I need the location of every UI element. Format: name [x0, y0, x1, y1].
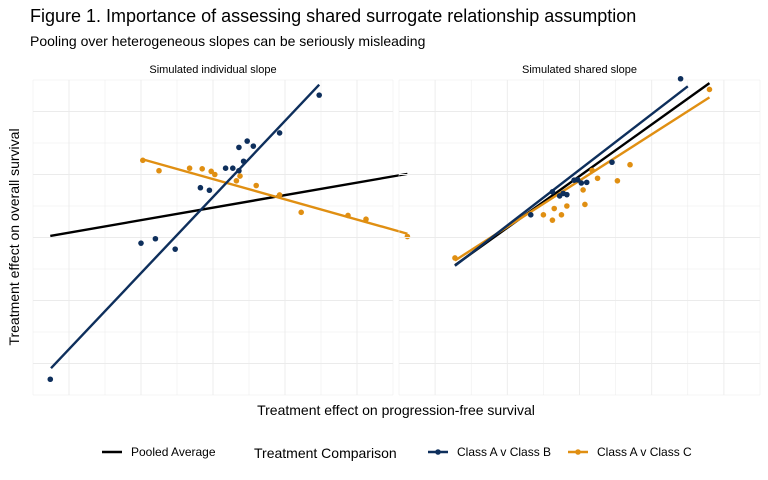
legend-title: Treatment Comparison: [254, 445, 397, 461]
point-class-a-v-class-c: [404, 233, 411, 240]
point-class-a-v-class-b: [250, 143, 257, 149]
point-class-a-v-class-c: [580, 187, 586, 193]
panel-1: Simulated individual slope: [32, 64, 411, 396]
point-class-a-v-class-c: [540, 212, 547, 218]
panel-title: Simulated shared slope: [522, 64, 637, 76]
point-class-a-v-class-b: [222, 165, 229, 171]
point-class-a-v-class-b: [197, 184, 204, 191]
point-class-a-v-class-c: [614, 178, 621, 184]
legend-label-pooled-average: Pooled Average: [131, 445, 216, 459]
y-axis-title: Treatment effect on overall survival: [6, 128, 22, 345]
point-class-a-v-class-b: [236, 144, 242, 151]
point-class-a-v-class-c: [589, 167, 595, 174]
point-class-a-v-class-b: [244, 138, 250, 144]
point-class-a-v-class-c: [156, 167, 162, 174]
point-class-a-v-class-b: [138, 240, 144, 246]
point-class-a-v-class-b: [527, 212, 534, 218]
x-axis-title: Treatment effect on progression-free sur…: [257, 402, 535, 418]
point-class-a-v-class-c: [627, 161, 633, 168]
point-class-a-v-class-b: [564, 191, 570, 198]
point-class-a-v-class-c: [345, 212, 351, 219]
legend-label-class-c: Class A v Class C: [597, 445, 692, 459]
point-class-a-v-class-b: [206, 187, 213, 194]
point-class-a-v-class-c: [212, 171, 218, 178]
legend: Pooled Average Treatment Comparison Clas…: [102, 445, 692, 461]
point-class-a-v-class-c: [199, 166, 205, 172]
point-class-a-v-class-c: [558, 212, 565, 218]
point-class-a-v-class-b: [236, 167, 242, 174]
point-class-a-v-class-b: [230, 165, 236, 171]
point-class-a-v-class-b: [276, 130, 283, 136]
point-class-a-v-class-c: [276, 192, 283, 198]
panel-2: Simulated shared slope: [398, 64, 761, 396]
point-class-a-v-class-c: [208, 168, 214, 175]
point-class-a-v-class-c: [551, 205, 558, 212]
point-class-a-v-class-b: [172, 246, 178, 252]
point-class-a-v-class-b: [549, 189, 556, 195]
point-class-a-v-class-c: [140, 157, 146, 164]
point-class-a-v-class-b: [609, 159, 615, 166]
fit-line-class-a-v-class-b: [454, 85, 689, 267]
point-class-a-v-class-b: [583, 179, 590, 186]
point-class-a-v-class-c: [237, 173, 243, 179]
fit-line-pooled-average: [454, 82, 711, 267]
panel-title: Simulated individual slope: [149, 64, 276, 76]
point-class-a-v-class-b: [578, 180, 585, 186]
point-class-a-v-class-c: [186, 165, 193, 171]
point-class-a-v-class-b: [240, 158, 247, 165]
fit-line-pooled-average: [50, 172, 408, 238]
point-class-a-v-class-c: [363, 216, 369, 223]
point-class-a-v-class-b: [47, 376, 54, 383]
point-class-a-v-class-b: [574, 177, 581, 183]
legend-label-class-b: Class A v Class B: [457, 445, 551, 459]
point-class-a-v-class-c: [298, 209, 305, 216]
point-class-a-v-class-c: [452, 255, 458, 261]
point-class-a-v-class-c: [253, 182, 259, 189]
figure-subtitle: Pooling over heterogeneous slopes can be…: [30, 33, 426, 49]
point-class-a-v-class-c: [233, 178, 240, 184]
point-class-a-v-class-c: [564, 203, 570, 209]
figure-title: Figure 1. Importance of assessing shared…: [30, 6, 637, 26]
point-class-a-v-class-c: [549, 217, 556, 223]
point-class-a-v-class-c: [594, 175, 601, 182]
point-class-a-v-class-b: [152, 235, 159, 242]
fit-line-class-a-v-class-b: [50, 83, 321, 370]
fit-line-class-a-v-class-c: [142, 158, 408, 235]
point-class-a-v-class-c: [582, 201, 588, 208]
point-class-a-v-class-b: [316, 92, 323, 98]
legend-key-dot-class-b: [435, 449, 441, 455]
point-class-a-v-class-c: [706, 86, 713, 93]
legend-key-dot-class-c: [575, 449, 581, 455]
point-class-a-v-class-b: [677, 75, 684, 82]
